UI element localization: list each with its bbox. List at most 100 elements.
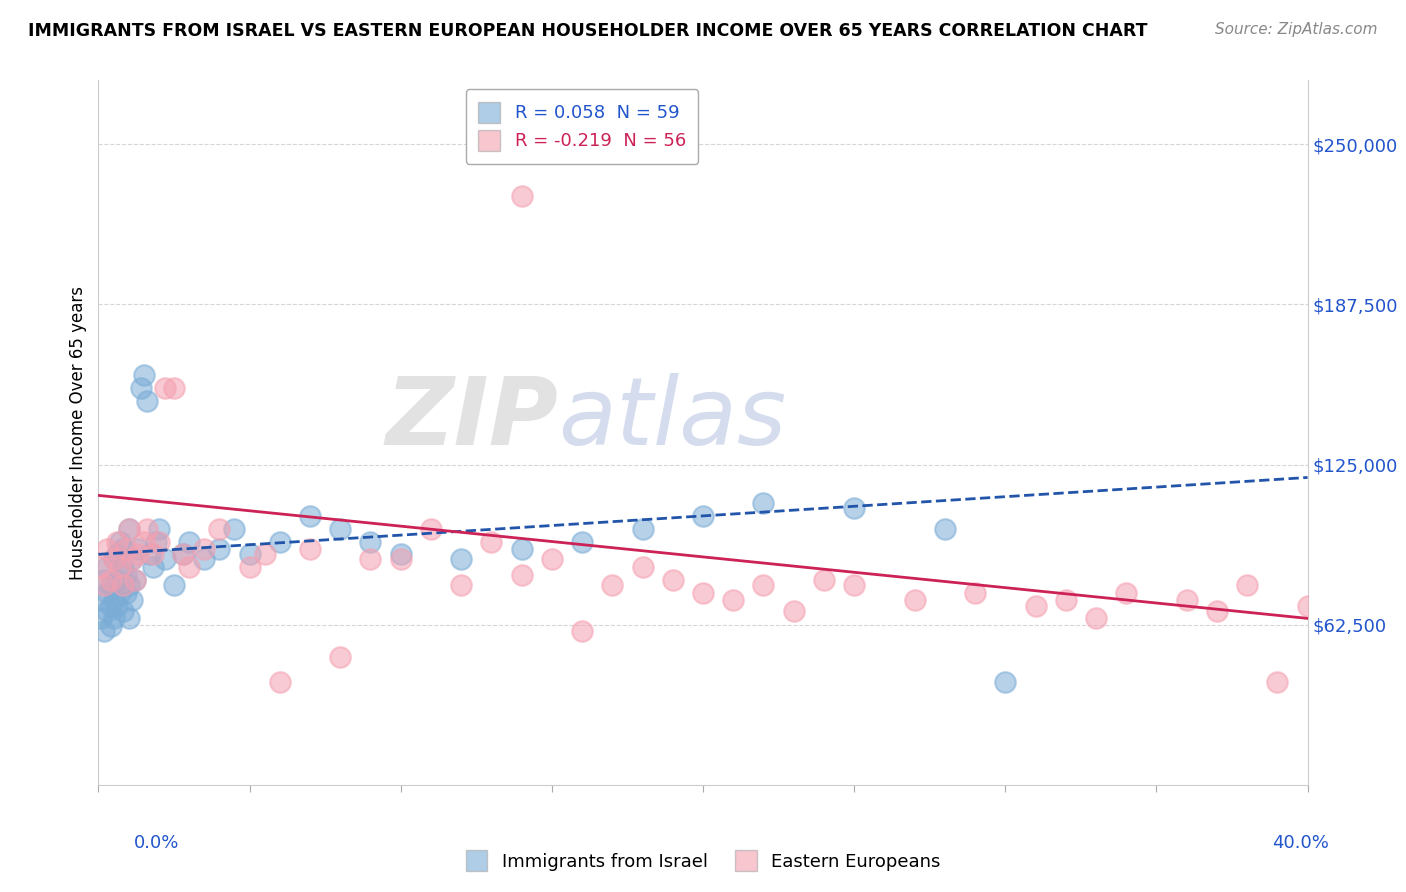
Point — [692, 508, 714, 523]
Point — [93, 573, 115, 587]
Point — [420, 522, 443, 536]
Point — [179, 534, 201, 549]
Point — [994, 675, 1017, 690]
Point — [121, 552, 143, 566]
Point — [111, 604, 134, 618]
Point — [103, 611, 125, 625]
Point — [329, 522, 352, 536]
Point — [208, 522, 231, 536]
Point — [105, 547, 128, 561]
Point — [752, 578, 775, 592]
Point — [105, 534, 128, 549]
Point — [208, 542, 231, 557]
Point — [813, 573, 835, 587]
Point — [114, 567, 136, 582]
Point — [153, 381, 176, 395]
Point — [239, 547, 262, 561]
Point — [844, 578, 866, 592]
Point — [108, 586, 131, 600]
Point — [1115, 586, 1137, 600]
Point — [1206, 604, 1229, 618]
Point — [127, 542, 149, 557]
Point — [90, 593, 112, 607]
Point — [96, 542, 118, 557]
Point — [148, 522, 170, 536]
Point — [389, 552, 412, 566]
Point — [752, 496, 775, 510]
Text: ZIP: ZIP — [385, 373, 558, 465]
Point — [108, 534, 131, 549]
Point — [481, 534, 503, 549]
Point — [127, 547, 149, 561]
Point — [103, 593, 125, 607]
Point — [179, 560, 201, 574]
Point — [114, 586, 136, 600]
Point — [96, 560, 118, 574]
Point — [103, 552, 125, 566]
Point — [239, 560, 262, 574]
Point — [103, 552, 125, 566]
Point — [142, 560, 165, 574]
Point — [142, 547, 165, 561]
Point — [193, 552, 215, 566]
Legend: R = 0.058  N = 59, R = -0.219  N = 56: R = 0.058 N = 59, R = -0.219 N = 56 — [465, 89, 699, 163]
Point — [148, 534, 170, 549]
Point — [118, 611, 141, 625]
Point — [1085, 611, 1108, 625]
Point — [93, 578, 115, 592]
Point — [661, 573, 683, 587]
Point — [602, 578, 624, 592]
Point — [108, 560, 131, 574]
Point — [96, 604, 118, 618]
Point — [105, 599, 128, 613]
Point — [389, 547, 412, 561]
Point — [118, 578, 141, 592]
Point — [90, 560, 112, 574]
Point — [510, 567, 533, 582]
Point — [135, 393, 157, 408]
Point — [692, 586, 714, 600]
Y-axis label: Householder Income Over 65 years: Householder Income Over 65 years — [69, 285, 87, 580]
Point — [100, 573, 122, 587]
Point — [571, 624, 593, 639]
Point — [1175, 593, 1198, 607]
Point — [1296, 599, 1319, 613]
Point — [253, 547, 276, 561]
Point — [139, 547, 162, 561]
Point — [450, 578, 472, 592]
Point — [145, 534, 167, 549]
Point — [269, 534, 291, 549]
Point — [510, 542, 533, 557]
Point — [114, 542, 136, 557]
Point — [135, 522, 157, 536]
Point — [121, 552, 143, 566]
Point — [100, 578, 122, 592]
Point — [111, 578, 134, 592]
Point — [118, 522, 141, 536]
Point — [163, 578, 186, 592]
Point — [100, 599, 122, 613]
Point — [723, 593, 745, 607]
Point — [96, 586, 118, 600]
Text: Source: ZipAtlas.com: Source: ZipAtlas.com — [1215, 22, 1378, 37]
Point — [329, 649, 352, 664]
Point — [90, 611, 112, 625]
Point — [571, 534, 593, 549]
Point — [111, 560, 134, 574]
Legend: Immigrants from Israel, Eastern Europeans: Immigrants from Israel, Eastern European… — [458, 843, 948, 879]
Point — [783, 604, 806, 618]
Point — [631, 560, 654, 574]
Point — [124, 573, 146, 587]
Point — [1024, 599, 1046, 613]
Point — [1054, 593, 1077, 607]
Point — [129, 381, 152, 395]
Point — [100, 619, 122, 633]
Point — [299, 542, 322, 557]
Point — [510, 188, 533, 202]
Text: 40.0%: 40.0% — [1272, 834, 1329, 852]
Point — [163, 381, 186, 395]
Point — [105, 573, 128, 587]
Point — [111, 542, 134, 557]
Point — [193, 542, 215, 557]
Point — [904, 593, 927, 607]
